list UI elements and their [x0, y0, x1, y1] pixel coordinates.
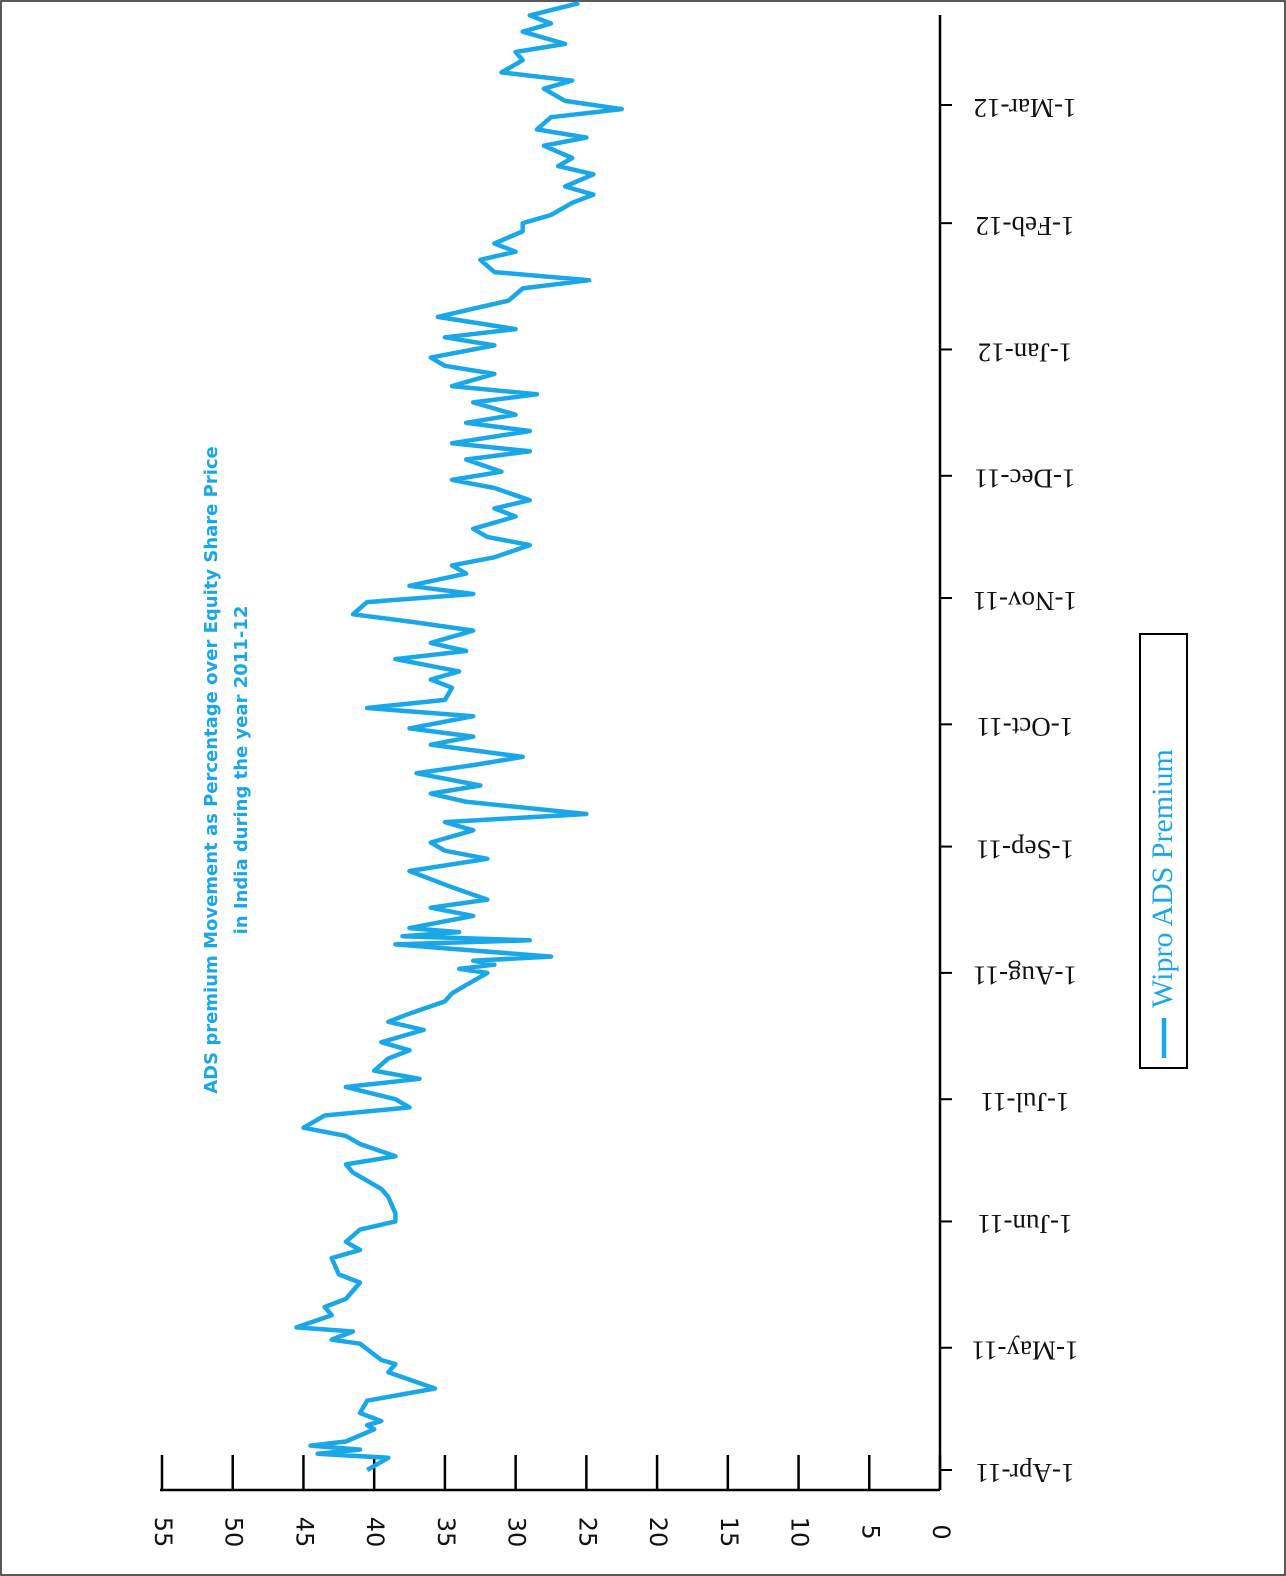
x-tick-label: 1-Jan-12 — [978, 337, 1072, 367]
x-tick-label: 1-Aug-11 — [973, 961, 1077, 991]
chart-title: ADS premium Movement as Percentage over … — [201, 446, 222, 1094]
y-tick-label: 5 — [856, 1524, 884, 1539]
x-tick-label: 1-Nov-11 — [973, 586, 1077, 616]
y-tick-label: 40 — [361, 1517, 389, 1548]
x-tick-label: 1-Sep-11 — [976, 834, 1074, 864]
y-tick-label: 50 — [220, 1517, 248, 1548]
y-tick-label: 25 — [573, 1517, 601, 1548]
y-tick-label: 45 — [290, 1517, 318, 1548]
data-line — [294, 0, 624, 1472]
y-tick-label: 10 — [786, 1517, 814, 1548]
legend-label: Wipro ADS Premium — [1146, 749, 1179, 1008]
x-tick-label: 1-Dec-11 — [975, 464, 1076, 494]
legend-box — [1139, 633, 1188, 1069]
y-tick-label: 20 — [644, 1517, 672, 1548]
x-tick-label: 1-May-11 — [972, 1336, 1079, 1366]
x-tick-label: 1-Apr-11 — [976, 1458, 1075, 1488]
x-tick-label: 1-Feb-12 — [976, 211, 1075, 241]
x-tick-label: 1-Jun-11 — [978, 1209, 1073, 1239]
y-tick-label: 15 — [715, 1517, 743, 1548]
y-tick-label: 35 — [432, 1517, 460, 1548]
y-tick-label: 30 — [503, 1517, 531, 1548]
x-tick-label: 1-Mar-12 — [974, 93, 1077, 123]
y-tick-label: 55 — [149, 1517, 177, 1548]
y-tick-label: 0 — [927, 1524, 955, 1539]
chart-subtitle: in India during the year 2011-12 — [231, 606, 252, 935]
x-tick-label: 1-Oct-11 — [977, 712, 1073, 742]
x-tick-label: 1-Jul-11 — [981, 1087, 1070, 1117]
